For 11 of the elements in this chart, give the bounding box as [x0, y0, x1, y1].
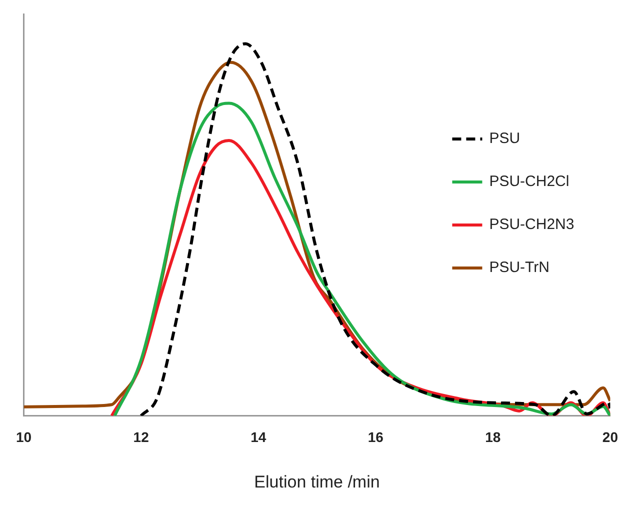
legend-label: PSU — [489, 130, 520, 148]
legend-label: PSU-CH2N3 — [489, 216, 574, 234]
legend-label: PSU-CH2Cl — [489, 173, 570, 190]
x-tick-label: 10 — [16, 429, 32, 446]
legend-label: PSU-TrN — [489, 259, 550, 276]
x-tick-label: 12 — [133, 429, 150, 446]
x-axis-title: Elution time /min — [254, 472, 380, 492]
x-tick-label: 20 — [602, 429, 618, 446]
x-tick-label: 14 — [250, 429, 266, 446]
x-tick-label: 16 — [368, 429, 384, 446]
x-tick-label: 18 — [485, 429, 501, 446]
